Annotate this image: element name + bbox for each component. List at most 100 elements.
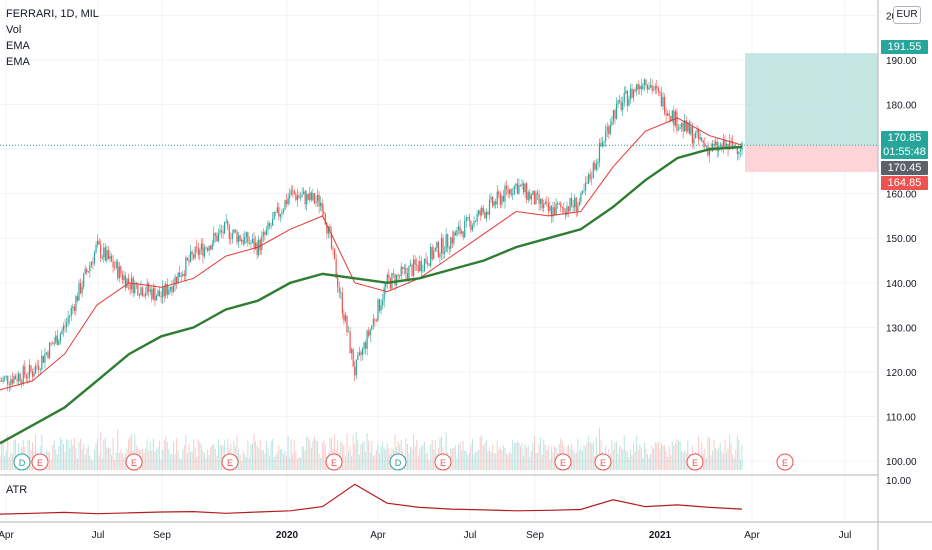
volume-bar — [733, 458, 735, 470]
volume-bar — [239, 454, 241, 470]
time-tick-label: Jul — [464, 530, 477, 541]
candle-body — [526, 183, 528, 200]
candle-body — [121, 274, 123, 281]
volume-bar — [543, 440, 545, 470]
volume-bar — [131, 434, 133, 470]
candle-body — [513, 185, 515, 195]
event-marker-circle — [434, 453, 452, 471]
candle-body — [206, 248, 209, 251]
candle-body — [143, 295, 145, 297]
earnings-marker[interactable]: E — [325, 453, 343, 471]
candle-body — [315, 201, 317, 204]
candle-body — [0, 381, 3, 382]
candle-body — [377, 299, 379, 321]
candle-body — [492, 197, 494, 206]
candle-body — [615, 103, 618, 119]
volume-bar — [640, 447, 642, 470]
indicator-volume[interactable]: Vol — [6, 24, 22, 36]
candle-body — [636, 84, 638, 91]
candle-body — [44, 353, 46, 363]
candle-body — [316, 194, 319, 202]
volume-bar — [177, 450, 179, 470]
volume-bar — [650, 454, 652, 470]
earnings-marker[interactable]: E — [31, 453, 49, 471]
event-marker-label: E — [782, 458, 788, 468]
indicator-ema-slow[interactable]: EMA — [6, 56, 30, 68]
volume-bar — [379, 453, 381, 470]
earnings-marker[interactable]: E — [434, 453, 452, 471]
time-tick-label: 2021 — [649, 530, 672, 541]
volume-bar — [205, 457, 207, 470]
candle-body — [577, 205, 579, 212]
volume-bar — [306, 435, 308, 470]
candle-body — [608, 126, 610, 134]
volume-bar — [614, 442, 616, 470]
earnings-marker[interactable]: E — [221, 453, 239, 471]
candle-body — [141, 287, 144, 296]
volume-bar — [499, 446, 501, 470]
volume-bar — [49, 451, 51, 470]
volume-bar — [298, 457, 300, 470]
candle-body — [155, 295, 158, 301]
candle-body — [603, 141, 605, 142]
candle-body — [696, 129, 698, 133]
indicator-ema-fast[interactable]: EMA — [6, 40, 30, 52]
bar-countdown: 01:55:48 — [883, 146, 926, 158]
volume-bar — [317, 440, 319, 470]
time-axis[interactable]: Apr Jul Sep 2020 Apr Jul Sep 2021 Apr Jul — [0, 530, 851, 541]
earnings-marker[interactable]: E — [686, 453, 704, 471]
candle-body — [295, 194, 297, 201]
candle-body — [42, 355, 44, 363]
earnings-marker[interactable]: E — [554, 453, 572, 471]
volume-bar — [647, 454, 649, 470]
candle-body — [344, 315, 347, 321]
dividend-marker[interactable]: D — [389, 453, 407, 471]
volume-bar — [471, 438, 473, 470]
volume-bar — [636, 435, 638, 470]
dividend-marker[interactable]: D — [13, 453, 31, 471]
candle-body — [127, 278, 130, 284]
candle-body — [45, 352, 48, 354]
earnings-marker[interactable]: E — [594, 453, 612, 471]
candle-body — [103, 247, 105, 258]
price-tick-label: 160.00 — [886, 190, 917, 201]
volume-bar — [445, 432, 447, 470]
earnings-marker[interactable]: E — [125, 453, 143, 471]
candle-body — [442, 237, 444, 254]
volume-bar — [476, 451, 478, 470]
volume-bar — [425, 453, 427, 470]
volume-bar — [13, 440, 15, 470]
candle-body — [430, 247, 432, 266]
volume-bar — [586, 442, 588, 470]
volume-bar — [176, 438, 178, 470]
volume-bar — [355, 431, 357, 470]
candle-body — [351, 349, 353, 353]
volume-bar — [216, 455, 218, 470]
candle-body — [84, 268, 86, 274]
stop-zone[interactable] — [745, 145, 878, 173]
volume-bar — [648, 458, 650, 470]
volume-bar — [482, 445, 484, 470]
event-marker-label: E — [440, 458, 446, 468]
atr-pane-label[interactable]: ATR — [6, 484, 28, 496]
candle-body — [535, 192, 537, 205]
candle-body — [725, 143, 728, 149]
symbol-title[interactable]: FERRARI, 1D, MIL — [6, 8, 99, 20]
candle-body — [11, 379, 13, 384]
candle-body — [597, 161, 599, 164]
earnings-marker[interactable]: E — [776, 453, 794, 471]
volume-bar — [8, 457, 10, 470]
currency-button[interactable]: EUR — [893, 6, 921, 24]
candle-body — [211, 243, 213, 250]
candle-body — [275, 211, 277, 213]
candle-body — [595, 163, 597, 170]
candle-body — [592, 162, 594, 179]
candle-body — [168, 289, 170, 295]
price-axis[interactable]: 200.00190.00180.00170.00160.00150.00140.… — [886, 11, 917, 487]
candle-body — [230, 238, 232, 240]
volume-bar — [267, 448, 269, 470]
volume-bar — [340, 440, 342, 470]
target-zone[interactable] — [745, 53, 878, 146]
